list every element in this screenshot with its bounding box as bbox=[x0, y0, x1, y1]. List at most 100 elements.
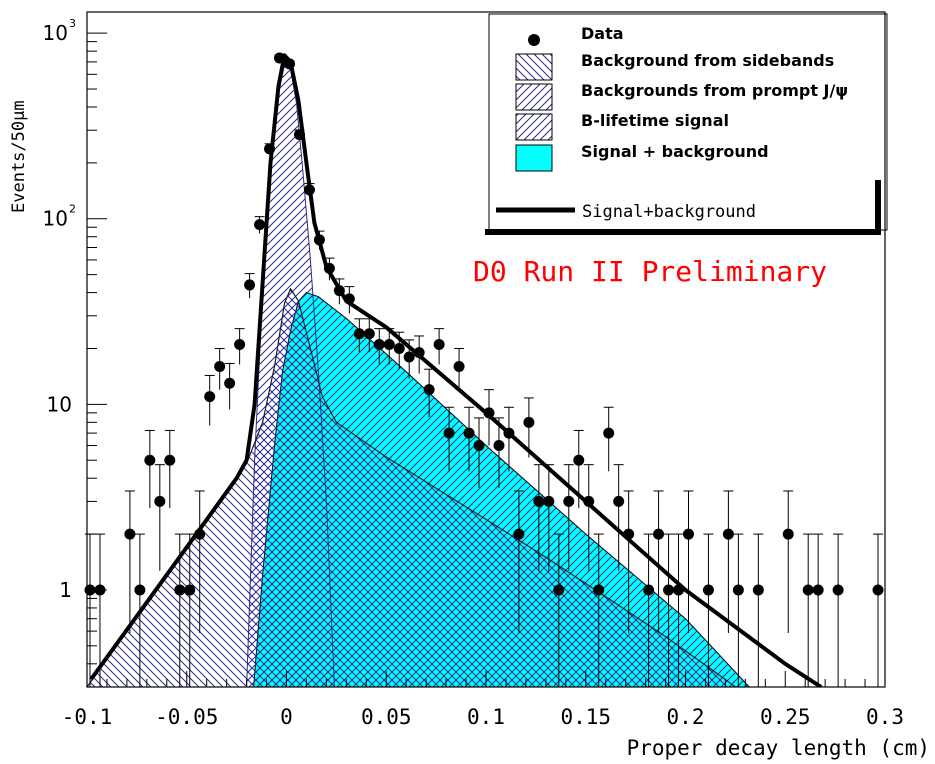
data-marker bbox=[653, 528, 665, 540]
data-point bbox=[154, 464, 166, 571]
data-marker bbox=[573, 454, 585, 466]
data-point bbox=[593, 533, 605, 687]
legend-swatch bbox=[515, 144, 553, 172]
data-marker bbox=[264, 143, 276, 155]
legend-label: Signal + background bbox=[581, 142, 769, 161]
data-point bbox=[363, 318, 375, 353]
data-marker bbox=[303, 184, 315, 196]
data-point bbox=[373, 328, 385, 365]
data-point bbox=[274, 52, 286, 64]
data-marker bbox=[383, 339, 395, 351]
data-point bbox=[343, 286, 355, 314]
data-marker bbox=[872, 584, 884, 596]
data-marker bbox=[682, 528, 694, 540]
data-point bbox=[732, 533, 744, 687]
data-point bbox=[124, 490, 136, 634]
data-marker bbox=[373, 339, 385, 351]
data-point bbox=[393, 331, 405, 369]
data-point bbox=[832, 533, 844, 687]
data-marker bbox=[513, 528, 525, 540]
data-point bbox=[134, 533, 146, 687]
data-marker bbox=[732, 584, 744, 596]
y-tick-label: 1 bbox=[59, 578, 72, 602]
legend-label: Backgrounds from prompt J/ψ bbox=[581, 81, 848, 100]
data-marker bbox=[752, 584, 764, 596]
data-marker bbox=[423, 384, 435, 396]
data-point bbox=[144, 429, 156, 509]
data-point bbox=[184, 533, 196, 687]
data-marker bbox=[702, 584, 714, 596]
data-point bbox=[433, 328, 445, 365]
x-tick-label: 0.2 bbox=[667, 705, 705, 729]
data-point bbox=[673, 533, 685, 687]
x-tick-label: -0.05 bbox=[155, 705, 218, 729]
y-axis-label: Events/50µm bbox=[9, 100, 29, 213]
data-point bbox=[254, 216, 266, 234]
data-marker bbox=[483, 407, 495, 419]
legend-swatch bbox=[515, 113, 553, 141]
data-marker bbox=[463, 427, 475, 439]
data-point bbox=[403, 339, 415, 379]
data-point bbox=[523, 397, 535, 458]
data-marker bbox=[244, 279, 256, 291]
data-marker bbox=[403, 351, 415, 363]
x-axis-label: Proper decay length (cm) bbox=[627, 736, 930, 760]
legend-label: B-lifetime signal bbox=[581, 111, 729, 130]
data-point bbox=[513, 490, 525, 634]
data-point bbox=[503, 406, 515, 472]
data-point bbox=[583, 464, 595, 571]
data-marker bbox=[214, 360, 226, 372]
data-marker bbox=[503, 427, 515, 439]
data-marker bbox=[254, 219, 266, 231]
data-point bbox=[553, 533, 565, 687]
data-marker bbox=[353, 328, 365, 340]
data-point bbox=[293, 129, 305, 141]
data-point bbox=[283, 58, 295, 70]
data-marker bbox=[313, 234, 325, 246]
x-tick-label: 0.05 bbox=[361, 705, 412, 729]
data-point bbox=[383, 328, 395, 365]
legend-swatch bbox=[515, 83, 553, 111]
data-point bbox=[812, 533, 824, 687]
data-marker bbox=[722, 528, 734, 540]
x-tick-label: 0.15 bbox=[560, 705, 611, 729]
d0-annotation: D0 Run II Preliminary bbox=[473, 255, 827, 288]
data-marker bbox=[643, 584, 655, 596]
data-marker bbox=[563, 495, 575, 507]
data-point bbox=[563, 464, 575, 571]
data-marker bbox=[154, 495, 166, 507]
data-marker bbox=[164, 454, 176, 466]
data-marker bbox=[593, 584, 605, 596]
data-marker bbox=[443, 427, 455, 439]
sideband-outline bbox=[87, 287, 737, 687]
data-point bbox=[752, 533, 764, 687]
data-marker bbox=[533, 495, 545, 507]
x-tick-label: 0.25 bbox=[760, 705, 811, 729]
data-point bbox=[453, 347, 465, 390]
y-tick-exponent: 2 bbox=[69, 203, 76, 216]
data-marker bbox=[623, 528, 635, 540]
data-marker bbox=[613, 495, 625, 507]
data-point bbox=[264, 143, 276, 155]
data-point bbox=[653, 490, 665, 634]
x-tick-label: 0.1 bbox=[467, 705, 505, 729]
data-point bbox=[333, 278, 345, 305]
data-point bbox=[473, 417, 485, 488]
data-point bbox=[413, 335, 425, 374]
legend-label: Background from sidebands bbox=[581, 51, 834, 70]
data-point bbox=[164, 429, 176, 509]
data-marker bbox=[523, 416, 535, 428]
data-point bbox=[234, 328, 246, 365]
data-marker bbox=[473, 440, 485, 452]
data-marker bbox=[393, 342, 405, 354]
legend-label: Data bbox=[581, 24, 624, 43]
b-lifetime-signal-hatch bbox=[253, 292, 750, 687]
data-marker bbox=[274, 52, 286, 64]
data-point bbox=[682, 490, 694, 634]
data-point bbox=[463, 406, 475, 472]
data-marker bbox=[812, 584, 824, 596]
data-marker bbox=[283, 58, 295, 70]
data-marker bbox=[224, 377, 236, 389]
data-marker bbox=[184, 584, 196, 596]
